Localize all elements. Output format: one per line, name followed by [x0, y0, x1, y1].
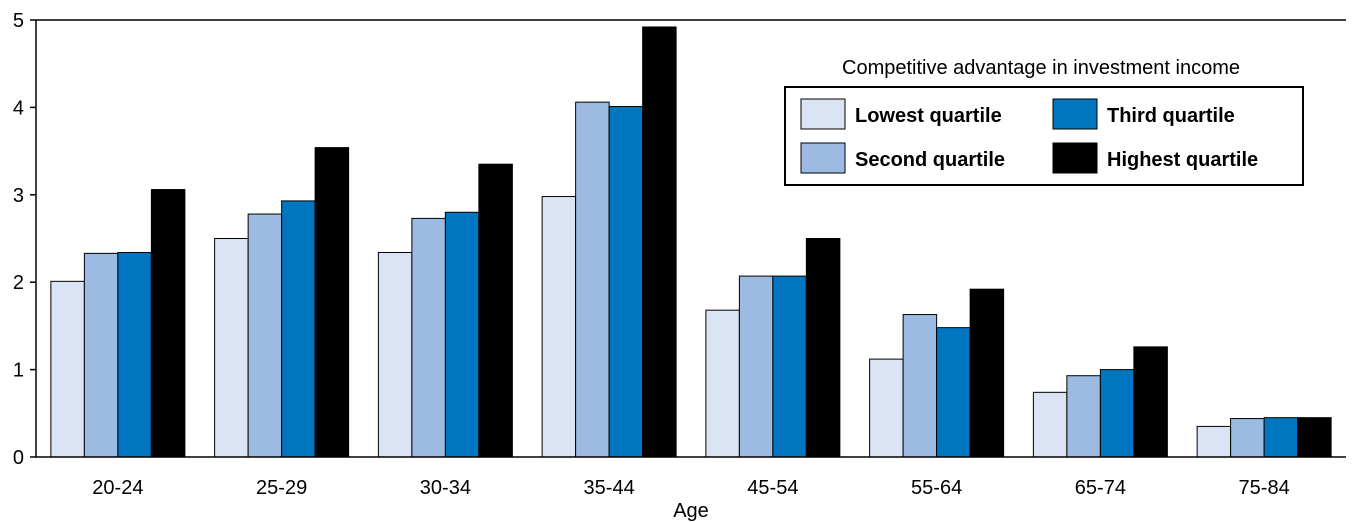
bar-65-74-series-3: [1099, 369, 1135, 458]
x-tick-label: 20-24: [92, 477, 143, 499]
bar-25-29-series-2: [247, 213, 283, 458]
y-tick-label: 2: [13, 272, 24, 294]
legend-label: Third quartile: [1107, 105, 1235, 127]
legend-swatch: [1052, 142, 1098, 174]
y-tick-label: 4: [13, 97, 24, 119]
x-tick-label: 65-74: [1075, 477, 1126, 499]
bar-75-84-series-2: [1230, 418, 1265, 458]
bar-75-84-series-1: [1196, 425, 1232, 458]
axes-layer: [35, 19, 1346, 458]
y-tick-label: 3: [13, 185, 24, 207]
bar-20-24-series-1: [50, 280, 85, 458]
x-tick-label: 25-29: [256, 477, 307, 499]
bar-30-34-series-2: [411, 217, 446, 458]
legend-label: Second quartile: [855, 149, 1005, 171]
bar-30-34-series-1: [377, 251, 413, 458]
bar-35-44-series-3: [608, 106, 644, 458]
bar-30-34-series-4: [478, 163, 513, 458]
x-ticks: 20-24 25-29 30-34 35-44 45-54 55-64 65-74 75-84: [92, 477, 1289, 499]
bar-20-24-series-2: [83, 252, 119, 458]
x-tick-label: 45-54: [747, 477, 798, 499]
bar-55-64-series-4: [969, 288, 1005, 458]
bar-75-84-series-3: [1263, 417, 1299, 458]
x-axis-title: Age: [673, 500, 709, 522]
bar-30-34-series-3: [444, 211, 480, 458]
y-tick-label: 5: [13, 10, 24, 32]
bar-45-54-series-1: [705, 309, 740, 458]
legend-label: Lowest quartile: [855, 105, 1002, 127]
x-tick-label: 35-44: [584, 477, 635, 499]
legend-swatch: [1052, 98, 1098, 130]
bar-20-24-series-4: [150, 189, 186, 458]
x-tick-label: 55-64: [911, 477, 962, 499]
bar-65-74-series-2: [1066, 375, 1101, 458]
legend-swatch: [800, 142, 846, 174]
bar-35-44-series-1: [541, 196, 577, 458]
bar-55-64-series-3: [936, 327, 971, 458]
bar-25-29-series-4: [314, 147, 350, 458]
legend-items: Lowest quartile Second quartile Third quar…: [800, 98, 1258, 174]
x-tick-label: 75-84: [1239, 477, 1290, 499]
bar-45-54-series-2: [738, 275, 774, 458]
y-tick-label: 1: [13, 360, 24, 382]
bar-65-74-series-1: [1032, 391, 1068, 458]
y-tick-label: 0: [13, 447, 24, 469]
bar-35-44-series-4: [642, 26, 677, 458]
bar-45-54-series-4: [805, 238, 841, 458]
bar-55-64-series-2: [902, 314, 938, 458]
bar-75-84-series-4: [1297, 417, 1332, 458]
legend-box: [784, 86, 1304, 186]
legend-swatch: [800, 98, 846, 130]
bar-20-24-series-3: [117, 251, 152, 458]
bar-25-29-series-1: [214, 238, 249, 458]
bar-35-44-series-2: [575, 101, 610, 458]
x-tick-label: 30-34: [420, 477, 471, 499]
legend-title: Competitive advantage in investment inco…: [842, 57, 1240, 79]
bar-25-29-series-3: [281, 200, 316, 458]
bar-65-74-series-4: [1133, 346, 1168, 458]
legend: Competitive advantage in investment inco…: [784, 57, 1304, 186]
bar-55-64-series-1: [869, 358, 904, 458]
legend-label: Highest quartile: [1107, 149, 1258, 171]
bar-45-54-series-3: [772, 275, 807, 458]
y-ticks: 0 1 2 3 4 5: [13, 10, 36, 469]
bars-layer: [50, 26, 1332, 458]
